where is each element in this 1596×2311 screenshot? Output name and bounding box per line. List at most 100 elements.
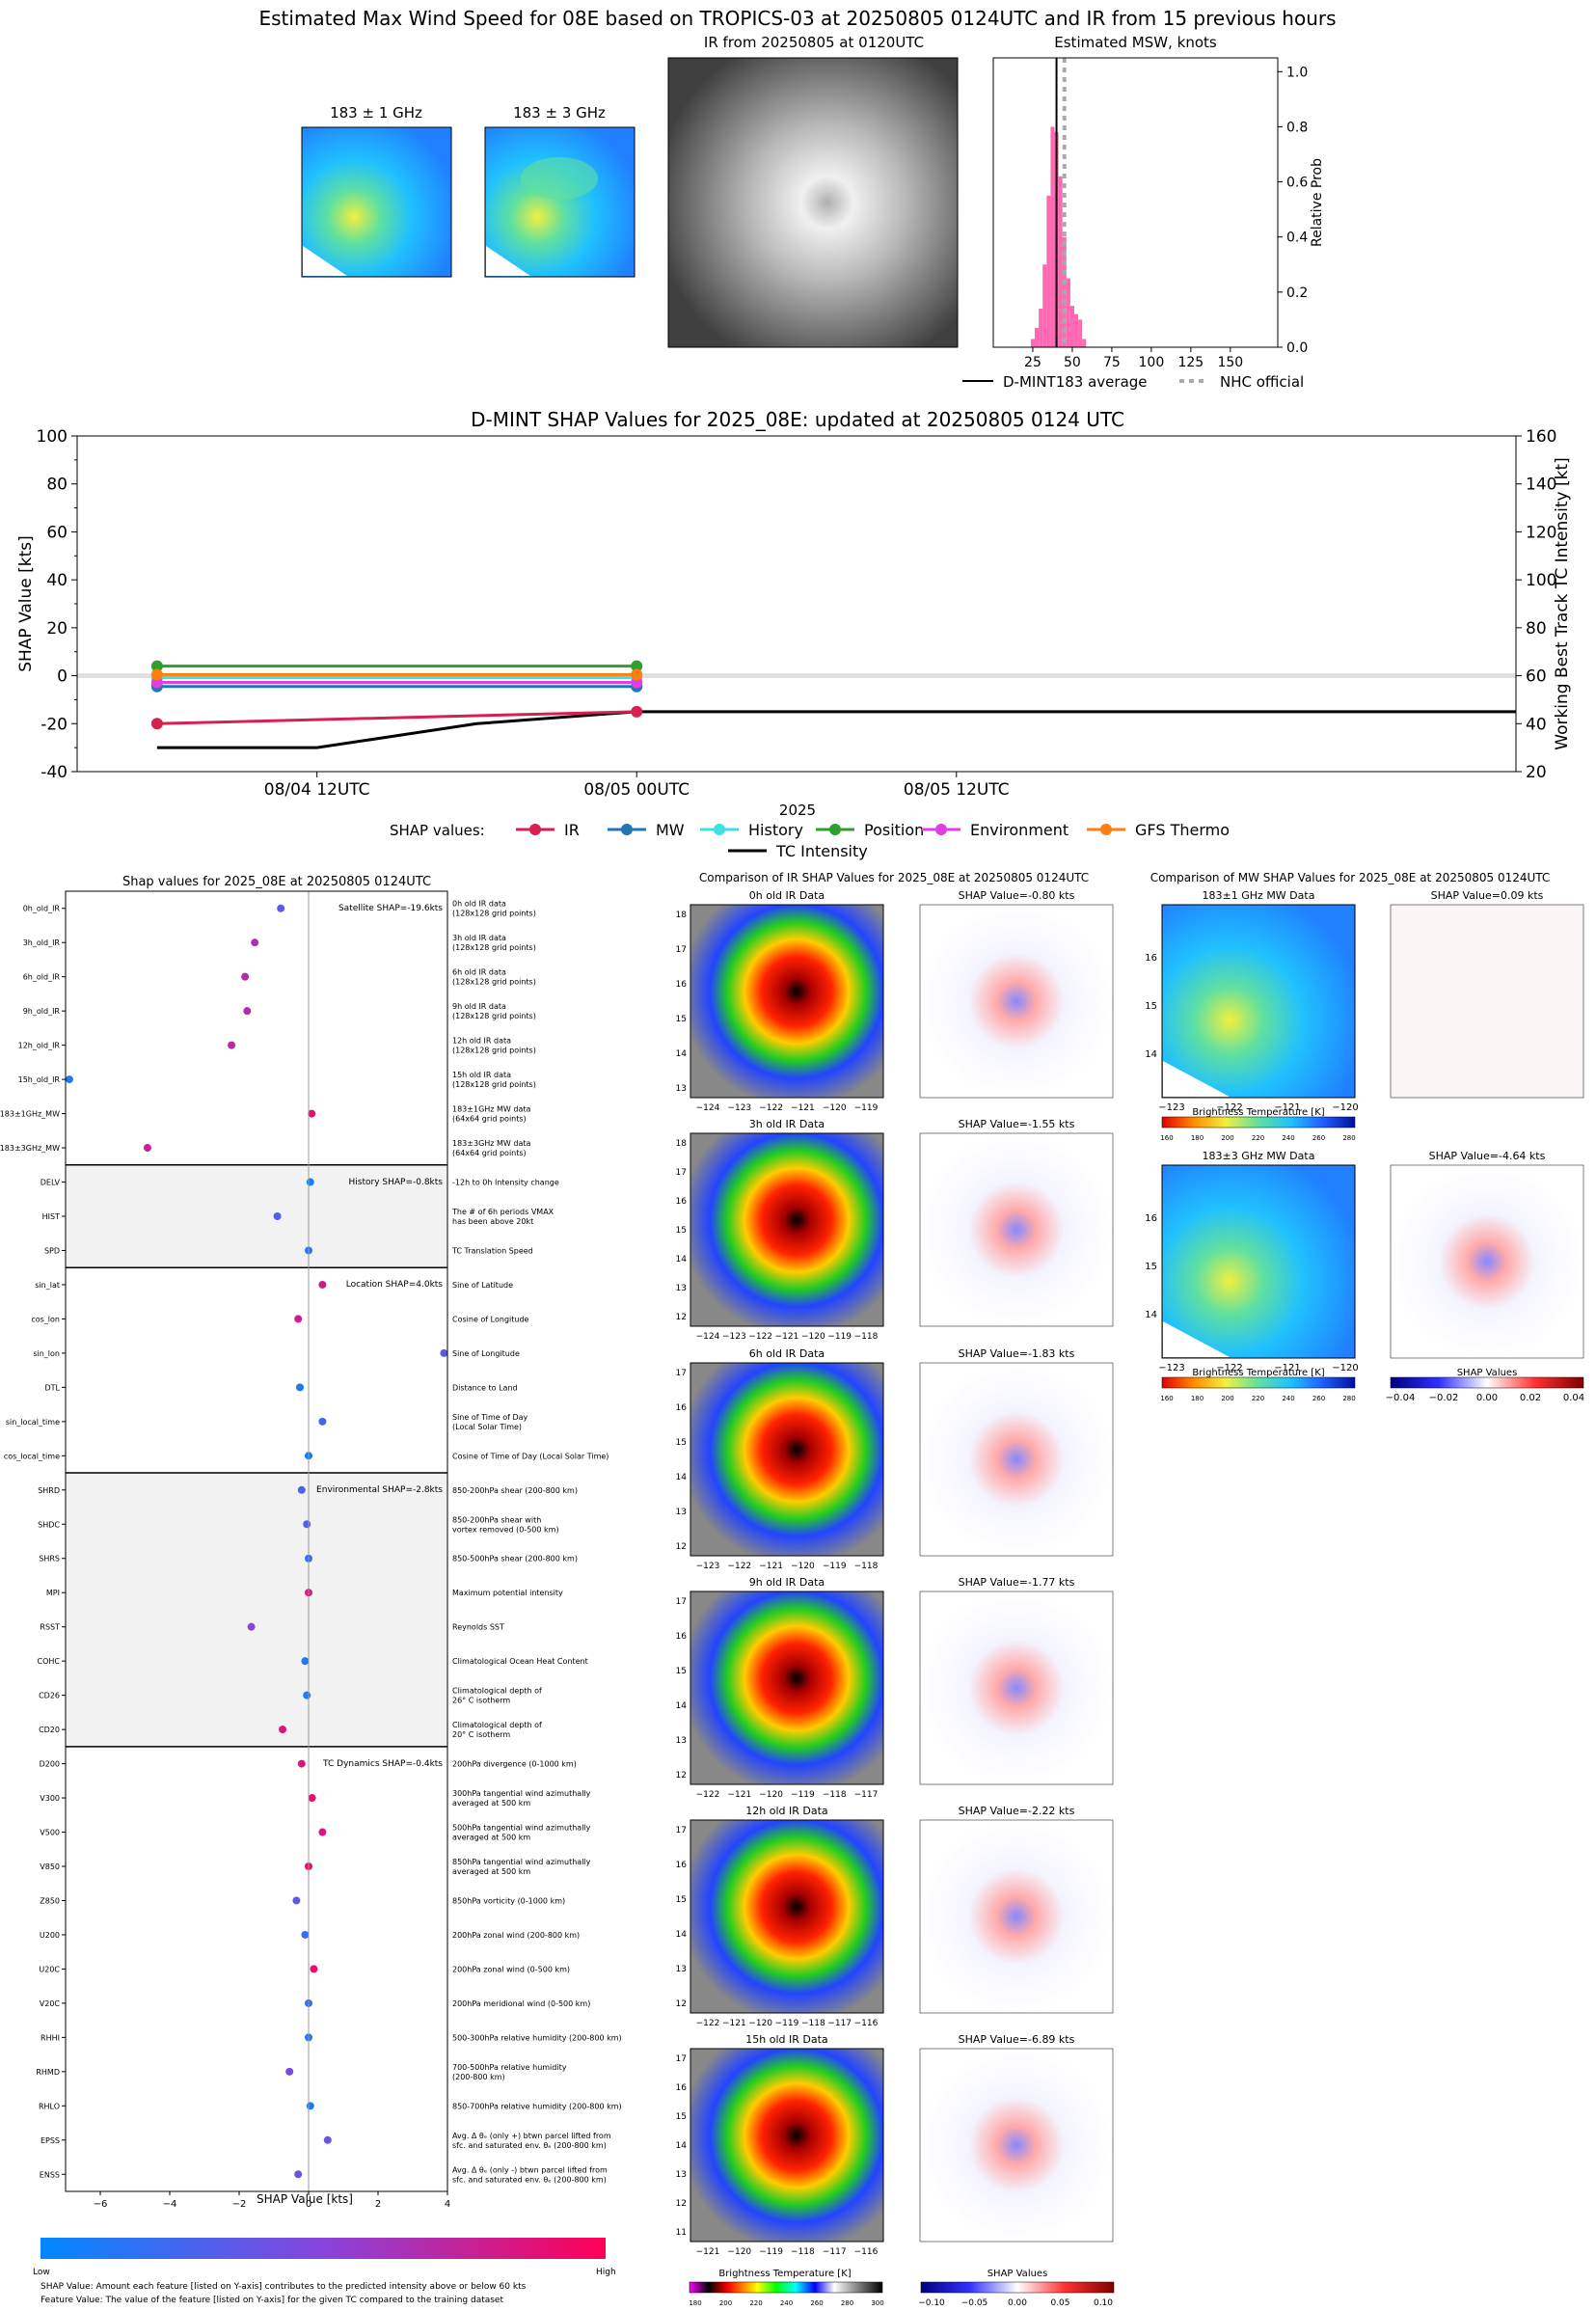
mw-ytick-label: 16 bbox=[1145, 1213, 1157, 1224]
feature-shap-dot bbox=[294, 2170, 303, 2179]
ir-bt-tick: 300 bbox=[871, 2299, 883, 2307]
feature-description: (Local Solar Time) bbox=[452, 1423, 522, 1431]
ir-data-image bbox=[690, 1819, 884, 2014]
mw-shap-image bbox=[1390, 1164, 1584, 1359]
feature-description: (128x128 grid points) bbox=[452, 943, 536, 952]
ir-ytick-label: 16 bbox=[676, 1861, 688, 1870]
group-label: TC Dynamics SHAP=-0.4kts bbox=[322, 1759, 443, 1769]
feature-name: Z850 bbox=[40, 1896, 60, 1905]
timeline-xtick-label: 08/05 12UTC bbox=[904, 780, 1010, 800]
feature-shap-dot bbox=[292, 1896, 301, 1905]
mw-compare-title: Comparison of MW SHAP Values for 2025_08… bbox=[1150, 871, 1551, 884]
feature-name: RHLO bbox=[39, 2102, 60, 2110]
feature-name: CD26 bbox=[39, 1692, 60, 1700]
ir-xtick-label: −123 bbox=[722, 1332, 746, 1342]
hist-bar bbox=[1035, 328, 1040, 347]
feature-name: sin_local_time bbox=[6, 1418, 60, 1427]
feature-shap-dot bbox=[306, 1178, 314, 1186]
hist-bar bbox=[1046, 195, 1051, 347]
feature-name: 15h_old_IR bbox=[18, 1075, 61, 1084]
feature-shap-dot bbox=[296, 1383, 304, 1392]
feature-name: V850 bbox=[40, 1862, 60, 1871]
feature-shap-dot bbox=[143, 1144, 151, 1153]
timeline-ytick-label: 40 bbox=[46, 571, 68, 590]
ir-ytick-label: 16 bbox=[676, 2083, 688, 2093]
series-point bbox=[631, 668, 643, 681]
ir-xtick-label: −120 bbox=[823, 1103, 847, 1113]
ir-data-title: 3h old IR Data bbox=[749, 1118, 825, 1130]
mw-bt-tick: 180 bbox=[1191, 1134, 1204, 1142]
feature-shap-dot bbox=[318, 1828, 327, 1836]
mw-no-data-area bbox=[1163, 1061, 1230, 1097]
ir-title: IR from 20250805 at 0120UTC bbox=[704, 34, 924, 51]
ir-xtick-label: −116 bbox=[854, 2019, 879, 2028]
feature-description: The # of 6h periods VMAX bbox=[451, 1208, 555, 1216]
timeline-ytick-label: 100 bbox=[37, 427, 68, 447]
timeline-xtick-label: 08/04 12UTC bbox=[264, 780, 370, 800]
shap-xtick-label: −2 bbox=[232, 2199, 247, 2210]
feature-description: (64x64 grid points) bbox=[452, 1115, 527, 1124]
ir-comparison-grid: 0h old IR Data SHAP Value=-0.80 kts 18 17 16… bbox=[676, 889, 1114, 2257]
hist-xtick-label: 25 bbox=[1024, 355, 1041, 370]
feature-name: SHRS bbox=[39, 1555, 60, 1563]
ir-xtick-label: −121 bbox=[722, 2019, 746, 2028]
feature-shap-dot bbox=[279, 1726, 286, 1734]
ir-xtick-label: −122 bbox=[759, 1103, 783, 1113]
mw-bt-tick: 160 bbox=[1160, 1395, 1173, 1402]
ir-ytick-label: 16 bbox=[676, 1632, 688, 1642]
legend-marker bbox=[1100, 824, 1112, 835]
ir-shap-image bbox=[919, 1819, 1114, 2014]
feature-shap-dot bbox=[277, 904, 285, 912]
feature-name: 6h_old_IR bbox=[23, 973, 61, 982]
feature-name: U20C bbox=[39, 1965, 60, 1973]
ir-ytick-label: 15 bbox=[676, 2112, 687, 2122]
hist-frame bbox=[992, 57, 1279, 348]
mw-xtick-label: −123 bbox=[1158, 1102, 1184, 1113]
timeline-ylabel-right: Working Best Track TC Intensity [kt] bbox=[1553, 457, 1572, 750]
feature-description: 700-500hPa relative humidity bbox=[452, 2063, 567, 2072]
ir-xtick-label: −121 bbox=[759, 1562, 783, 1571]
hist-xtick-label: 125 bbox=[1177, 355, 1204, 370]
legend-dmint-label: D-MINT183 average bbox=[1003, 373, 1148, 391]
feature-description: Climatological depth of bbox=[452, 1687, 542, 1696]
hist-ylabel: Relative Prob bbox=[1310, 158, 1325, 247]
ir-shap-colorbar: SHAP Values −0.10 −0.05 0.00 0.05 0.10 bbox=[918, 2269, 1115, 2308]
series-line-ir bbox=[156, 710, 637, 725]
mw-bt-tick: 280 bbox=[1342, 1134, 1355, 1142]
ir-ytick-label: 14 bbox=[676, 1049, 688, 1059]
feature-name: 0h_old_IR bbox=[23, 905, 61, 913]
timeline-ytick-label: 60 bbox=[46, 523, 68, 542]
feature-name: V500 bbox=[40, 1829, 60, 1837]
hist-bar bbox=[1042, 264, 1047, 347]
feature-shap-dot bbox=[294, 1315, 303, 1323]
feature-description: Cosine of Time of Day (Local Solar Time) bbox=[452, 1452, 609, 1460]
feature-name: 183±3GHz_MW bbox=[0, 1144, 60, 1153]
feature-description: 0h old IR data bbox=[452, 900, 506, 909]
shap-xtick-label: −4 bbox=[163, 2199, 177, 2210]
feature-shap-dot bbox=[440, 1348, 448, 1357]
ir-ytick-label: 15 bbox=[676, 1226, 687, 1236]
mw-bt-tick: 220 bbox=[1252, 1395, 1264, 1402]
feature-description: (128x128 grid points) bbox=[452, 1047, 536, 1055]
ir-shap-tick: −0.10 bbox=[918, 2298, 945, 2308]
hist-xtick-label: 75 bbox=[1103, 355, 1121, 370]
feature-description: Cosine of Longitude bbox=[452, 1315, 529, 1323]
colorbar-low: Low bbox=[33, 2268, 50, 2277]
feature-description: -12h to 0h Intensity change bbox=[452, 1179, 559, 1187]
series-point bbox=[631, 705, 643, 718]
feature-description: 200hPa zonal wind (0-500 km) bbox=[452, 1965, 570, 1973]
ir-xtick-label: −119 bbox=[775, 2019, 799, 2028]
ir-shap-title: SHAP Value=-6.89 kts bbox=[959, 2033, 1075, 2046]
hist-ytick-label: 0.4 bbox=[1286, 231, 1308, 246]
feature-description: 183±3GHz MW data bbox=[452, 1139, 530, 1148]
feature-shap-dot bbox=[301, 1657, 310, 1666]
timeline-y2tick-label: 60 bbox=[1526, 667, 1547, 687]
timeline-y2tick-label: 20 bbox=[1526, 763, 1547, 782]
feature-description: 500-300hPa relative humidity (200-800 km… bbox=[452, 2033, 622, 2042]
hist-ytick-label: 0.8 bbox=[1286, 120, 1308, 135]
hist-bar bbox=[1030, 339, 1036, 347]
mw-bt-tick: 280 bbox=[1342, 1395, 1355, 1402]
feature-shap-dot bbox=[297, 1759, 306, 1768]
feature-description: (64x64 grid points) bbox=[452, 1149, 527, 1157]
ir-data-image bbox=[690, 904, 884, 1099]
